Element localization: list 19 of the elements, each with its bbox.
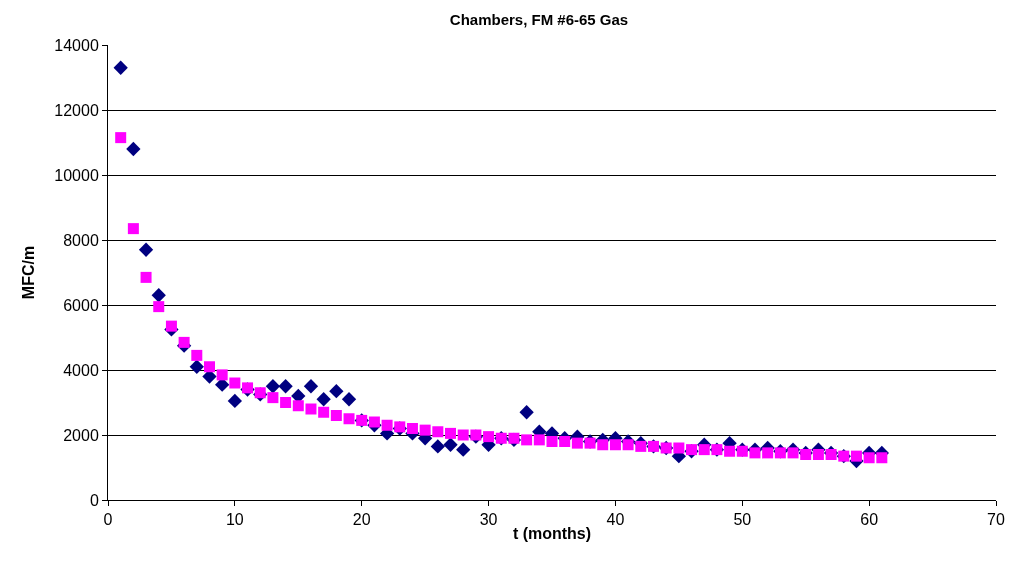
chart-title: Chambers, FM #6-65 Gas (449, 10, 629, 28)
y-tick-label: 0 (89, 491, 99, 509)
y-tick-label: 2000 (63, 426, 99, 444)
x-tick-label: 10 (225, 511, 244, 529)
x-tick-label: 30 (479, 511, 498, 529)
y-axis-title: MFC/m (20, 245, 38, 300)
x-tick-label: 20 (352, 511, 371, 529)
y-tick-label: 12000 (54, 101, 99, 119)
y-tick-label: 14000 (54, 36, 99, 54)
y-tick-label: 8000 (63, 231, 99, 249)
x-tick-label: 40 (606, 511, 625, 529)
x-tick-label: 0 (103, 511, 113, 529)
x-tick-label: 50 (733, 511, 752, 529)
y-tick-label: 10000 (54, 166, 99, 184)
x-axis-title: t (months) (512, 524, 592, 542)
y-tick-label: 6000 (63, 296, 99, 314)
y-tick-label: 4000 (63, 361, 99, 379)
x-tick-label: 60 (860, 511, 879, 529)
x-tick-label: 70 (987, 511, 1005, 529)
